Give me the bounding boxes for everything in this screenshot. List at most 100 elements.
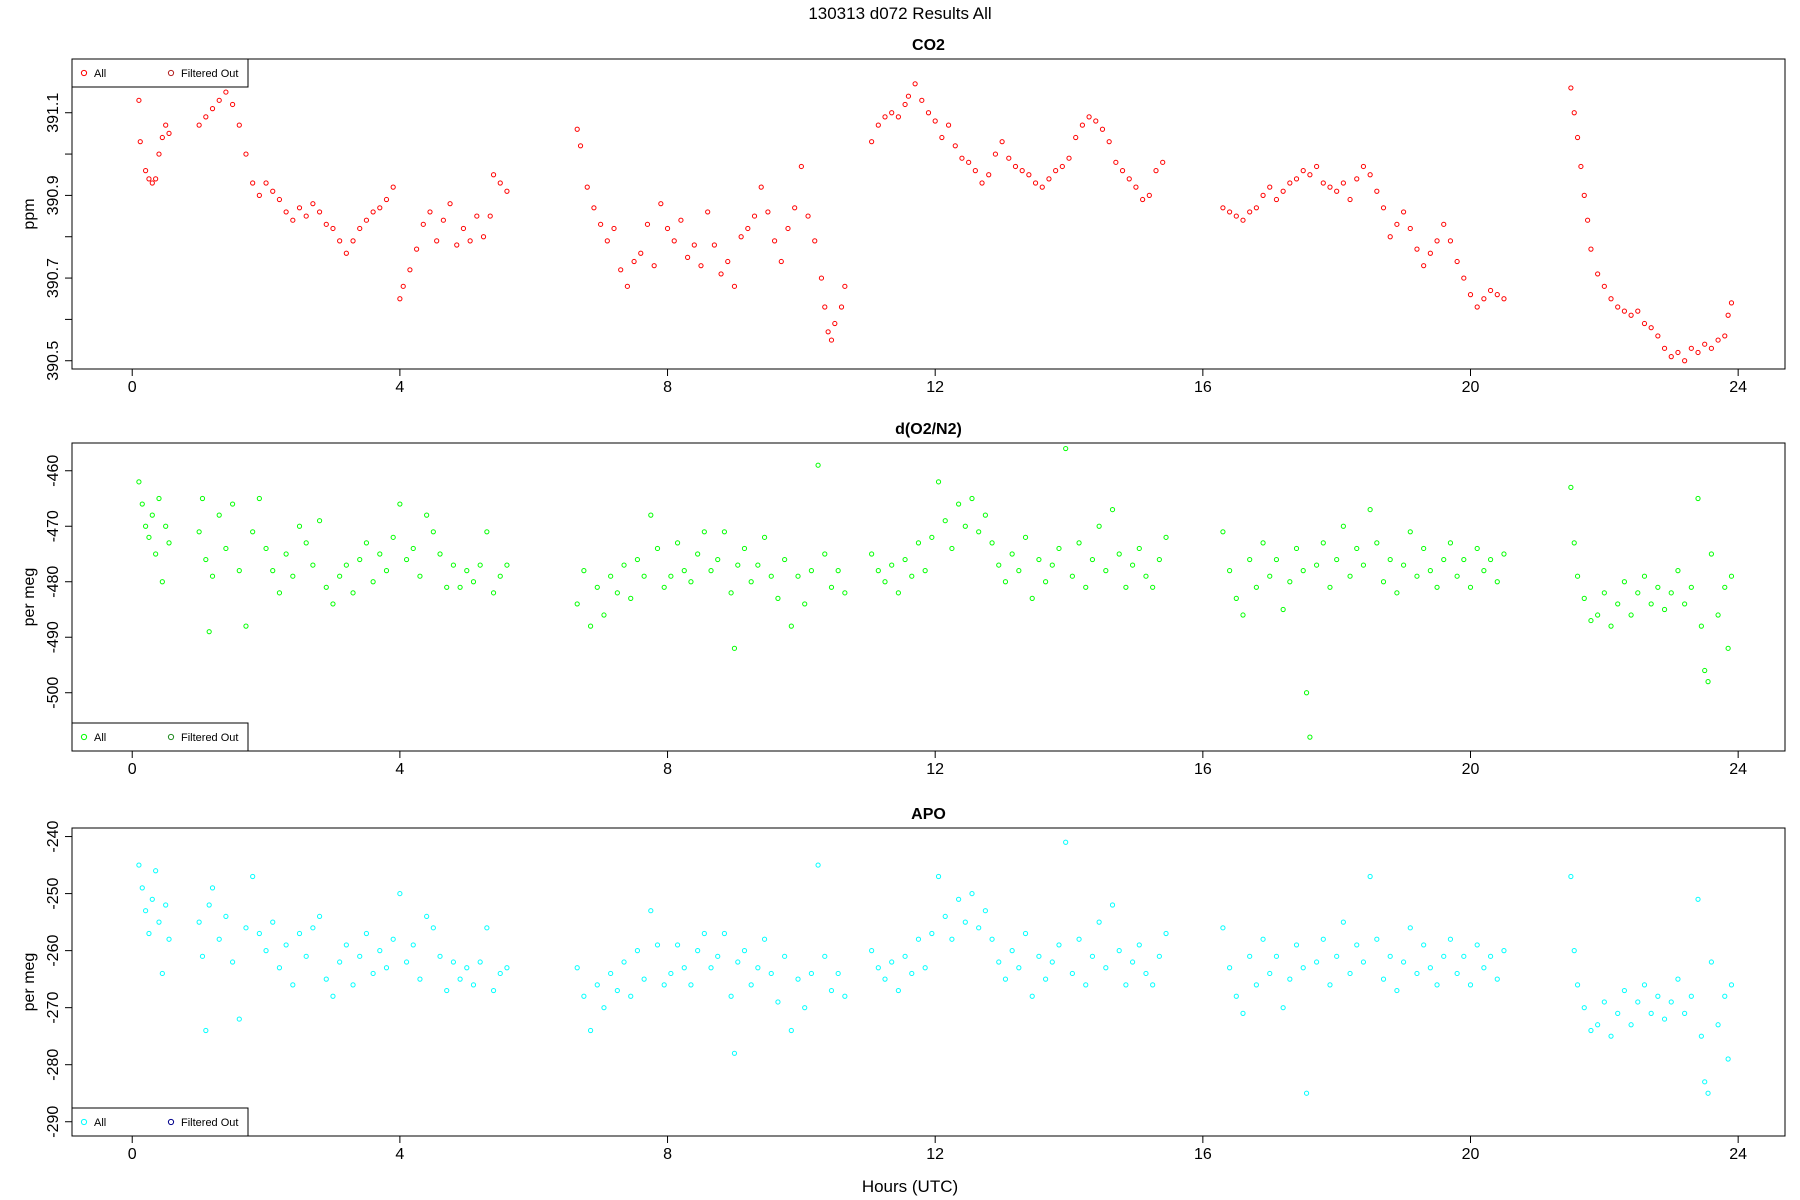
data-point bbox=[1327, 982, 1333, 988]
data-point bbox=[143, 523, 149, 529]
data-point bbox=[915, 540, 922, 546]
x-tick-label: 16 bbox=[1194, 379, 1212, 396]
panel-title: CO2 bbox=[912, 37, 945, 54]
data-point bbox=[1407, 925, 1413, 931]
data-point bbox=[972, 168, 978, 174]
data-point bbox=[504, 562, 510, 568]
data-point bbox=[276, 590, 283, 596]
data-point bbox=[919, 97, 925, 103]
data-point bbox=[1615, 304, 1621, 310]
data-point bbox=[316, 209, 323, 215]
data-point bbox=[1267, 184, 1273, 190]
data-point bbox=[1568, 484, 1574, 490]
data-point bbox=[1160, 159, 1166, 165]
data-point bbox=[316, 518, 323, 524]
data-point bbox=[1601, 283, 1607, 289]
data-point bbox=[1109, 506, 1116, 513]
data-point bbox=[812, 238, 818, 244]
data-point bbox=[1019, 168, 1025, 174]
data-point bbox=[708, 965, 714, 971]
data-point bbox=[1380, 205, 1387, 211]
data-point bbox=[139, 501, 145, 507]
data-point bbox=[1233, 595, 1239, 601]
data-point bbox=[216, 97, 222, 103]
data-point bbox=[477, 959, 483, 965]
data-point bbox=[1474, 942, 1480, 948]
data-point bbox=[1641, 982, 1648, 988]
data-point bbox=[1273, 953, 1280, 959]
data-point bbox=[574, 126, 580, 132]
x-tick-label: 8 bbox=[663, 761, 672, 778]
data-point bbox=[1129, 562, 1136, 568]
data-point bbox=[1494, 976, 1500, 982]
data-point bbox=[337, 238, 343, 244]
data-point bbox=[999, 139, 1005, 145]
data-point bbox=[1049, 562, 1055, 568]
data-point bbox=[1109, 902, 1116, 908]
data-point bbox=[614, 590, 620, 596]
data-point bbox=[477, 562, 483, 568]
data-point bbox=[223, 545, 229, 552]
data-point bbox=[1571, 948, 1577, 954]
data-point bbox=[952, 143, 958, 149]
data-point bbox=[223, 89, 229, 95]
data-point bbox=[638, 250, 644, 256]
y-axis-label: ppm bbox=[21, 198, 38, 229]
data-point bbox=[902, 101, 908, 108]
data-point bbox=[581, 568, 587, 574]
y-tick-label: -270 bbox=[45, 992, 62, 1024]
data-point bbox=[1494, 579, 1500, 585]
data-point bbox=[363, 540, 370, 546]
data-point bbox=[721, 930, 728, 937]
data-point bbox=[1056, 545, 1062, 552]
data-point bbox=[1016, 568, 1022, 574]
data-point bbox=[250, 529, 256, 535]
data-point bbox=[434, 238, 440, 244]
data-point bbox=[624, 283, 630, 289]
data-point bbox=[1387, 556, 1393, 563]
data-point bbox=[444, 584, 450, 590]
y-tick-label: -460 bbox=[45, 455, 62, 487]
data-point bbox=[1334, 953, 1340, 959]
data-point bbox=[654, 942, 661, 948]
data-point bbox=[136, 97, 142, 103]
data-point bbox=[748, 982, 754, 988]
legend-label: Filtered Out bbox=[181, 68, 238, 80]
data-point bbox=[825, 329, 831, 335]
data-point bbox=[808, 568, 815, 574]
data-point bbox=[1668, 999, 1674, 1005]
data-point bbox=[792, 205, 798, 211]
data-point bbox=[902, 953, 908, 959]
legend-marker bbox=[80, 733, 88, 741]
data-point bbox=[497, 573, 503, 579]
data-point bbox=[1320, 540, 1326, 546]
data-point bbox=[330, 225, 336, 232]
data-point bbox=[256, 930, 262, 937]
data-point bbox=[1467, 292, 1474, 298]
data-point bbox=[962, 523, 968, 529]
data-point bbox=[136, 479, 142, 485]
data-point bbox=[1568, 873, 1574, 880]
data-point bbox=[768, 970, 774, 977]
data-point bbox=[139, 885, 145, 891]
data-point bbox=[1447, 238, 1454, 244]
data-point bbox=[1026, 172, 1032, 178]
data-point bbox=[1682, 358, 1688, 364]
data-point bbox=[1133, 184, 1139, 190]
data-point bbox=[1347, 573, 1353, 579]
data-point bbox=[437, 551, 443, 557]
data-point bbox=[216, 936, 222, 942]
data-point bbox=[457, 584, 463, 590]
data-point bbox=[1227, 209, 1233, 215]
x-tick-label: 24 bbox=[1729, 761, 1747, 778]
data-point bbox=[618, 267, 624, 273]
data-point bbox=[581, 993, 587, 999]
data-point bbox=[1136, 545, 1142, 552]
data-point bbox=[1571, 110, 1577, 116]
data-point bbox=[1073, 134, 1079, 141]
data-point bbox=[1578, 163, 1584, 170]
data-point bbox=[350, 590, 356, 596]
data-point bbox=[1287, 579, 1293, 585]
data-point bbox=[377, 551, 383, 557]
data-point bbox=[1454, 258, 1460, 265]
